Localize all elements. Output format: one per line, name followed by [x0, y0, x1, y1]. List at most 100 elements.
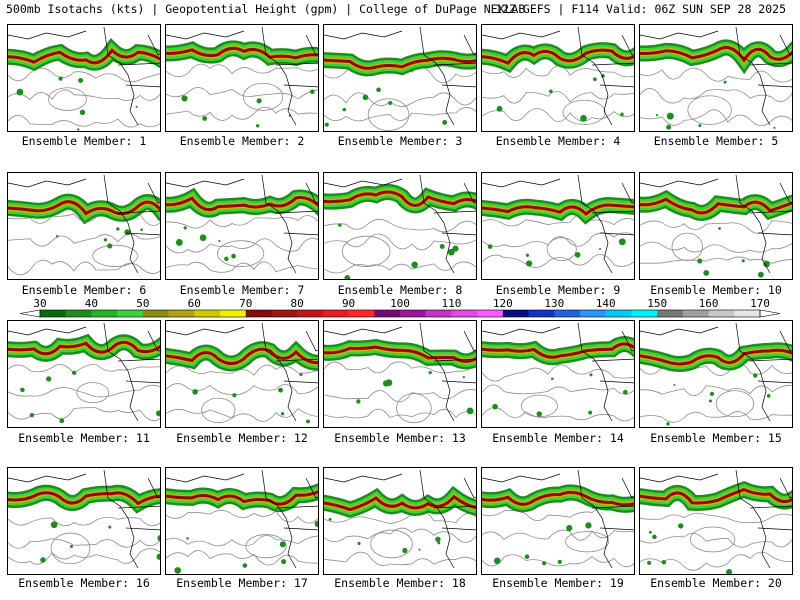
height-contour [166, 215, 318, 229]
isotach-speckle [763, 260, 770, 268]
ensemble-member-label: Ensemble Member: 15 [650, 431, 782, 445]
coastline-border [640, 26, 792, 126]
jet-stream-isotach-band [482, 342, 634, 359]
height-contour [8, 516, 160, 527]
colorbar-tick-label: 160 [699, 297, 719, 310]
isotach-speckle [108, 525, 112, 529]
jet-stream-isotach-band [324, 190, 476, 207]
isotach-speckle [723, 80, 727, 84]
height-contour [715, 390, 755, 418]
map-drawing [166, 174, 318, 274]
ensemble-member-label: Ensemble Member: 19 [492, 576, 624, 590]
isotach-speckle [256, 98, 262, 104]
ensemble-member-label: Ensemble Member: 14 [492, 431, 624, 445]
height-contour [640, 533, 792, 548]
isotach-speckle [524, 554, 530, 560]
colorbar-tick-label: 150 [647, 297, 667, 310]
isotach-speckle [279, 541, 286, 548]
ensemble-member-map [639, 24, 793, 132]
height-contour [8, 115, 160, 128]
isotach-speckle [466, 407, 474, 415]
isotach-speckle [411, 261, 418, 268]
ensemble-member-map [481, 320, 635, 428]
height-contour [520, 394, 558, 418]
colorbar-high-arrow [759, 309, 781, 318]
colorbar-segment [605, 310, 632, 317]
map-drawing [8, 322, 160, 424]
colorbar-tick-label: 50 [136, 297, 149, 310]
jet-stream-isotach-band [166, 490, 318, 506]
isotach-speckle [174, 567, 182, 574]
isotach-speckle [661, 559, 667, 565]
isotach-speckle [103, 238, 108, 242]
ensemble-member-map [481, 24, 635, 132]
ensemble-member-label: Ensemble Member: 7 [179, 283, 305, 297]
colorbar-segment [451, 310, 478, 317]
map-drawing [166, 26, 318, 128]
height-contour [640, 385, 792, 396]
isotach-speckle [40, 557, 46, 563]
colorbar-segment [348, 310, 375, 317]
isotach-speckle [418, 548, 421, 551]
isotach-speckle [647, 560, 652, 565]
map-drawing [166, 469, 318, 574]
height-contour [482, 364, 634, 382]
isotach-speckle [718, 227, 721, 230]
colorbar-segment [425, 310, 452, 317]
isotach-speckle [536, 411, 542, 417]
height-contour [640, 512, 792, 524]
isotach-speckle [673, 383, 676, 387]
isotach-speckle [328, 517, 332, 521]
isotach-speckle [357, 541, 361, 546]
colorbar-segment [528, 310, 555, 317]
height-contour [562, 99, 606, 125]
isotach-speckle [344, 274, 351, 279]
map-drawing [482, 174, 634, 274]
isotach-speckle [232, 393, 237, 398]
isotach-speckle [549, 89, 553, 94]
ensemble-member-label: Ensemble Member: 10 [650, 283, 782, 297]
colorbar-segment [657, 310, 684, 317]
ensemble-member-label: Ensemble Member: 6 [21, 283, 147, 297]
isotach-speckle [299, 373, 303, 377]
isotach-speckle [622, 389, 628, 395]
ensemble-member-label: Ensemble Member: 5 [653, 134, 779, 148]
coastline-border [482, 26, 634, 126]
map-drawing [166, 322, 318, 424]
colorbar-segment [708, 310, 735, 317]
isotach-speckle [255, 124, 260, 128]
map-drawing [8, 174, 160, 276]
colorbar-segment [631, 310, 658, 317]
isotach-speckle [242, 563, 248, 568]
height-contour [324, 218, 476, 233]
height-contour [640, 256, 792, 264]
colorbar-segment [477, 310, 504, 317]
isotach-speckle [585, 522, 592, 529]
height-contour [166, 237, 318, 254]
isotach-speckle [155, 410, 160, 417]
map-drawing [482, 322, 634, 422]
jet-stream-isotach-band [8, 200, 160, 216]
colorbar-tick-label: 30 [33, 297, 46, 310]
ensemble-member-map [7, 172, 161, 280]
colorbar-tick-label: 170 [750, 297, 770, 310]
isotach-speckle [698, 123, 702, 128]
coastline-border [166, 322, 318, 422]
isotach-speckle [620, 112, 624, 117]
ensemble-member-map [165, 24, 319, 132]
jet-stream-isotach-band [166, 46, 318, 60]
height-contour [396, 393, 432, 424]
colorbar-tick-label: 70 [239, 297, 252, 310]
colorbar-tick-label: 100 [390, 297, 410, 310]
height-contour [201, 397, 236, 424]
isotach-speckle [709, 391, 715, 396]
isotach-speckle [50, 521, 58, 529]
height-contour [8, 363, 160, 375]
isotach-speckle [58, 76, 63, 81]
isotach-speckle [437, 541, 441, 545]
colorbar-segment [271, 310, 298, 317]
isotach-speckle [439, 244, 445, 249]
ensemble-member-label: Ensemble Member: 13 [334, 431, 466, 445]
height-contour [166, 261, 318, 273]
coastline-border [8, 322, 160, 422]
